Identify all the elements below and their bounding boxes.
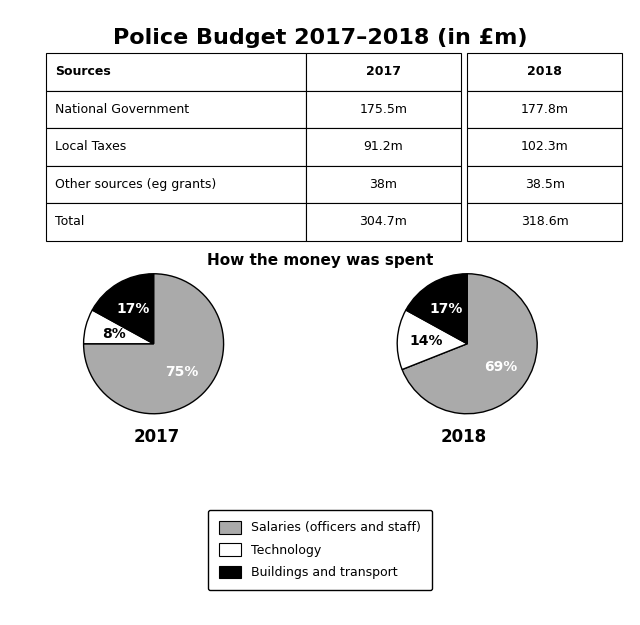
Legend: Salaries (officers and staff), Technology, Buildings and transport: Salaries (officers and staff), Technolog… <box>207 509 433 591</box>
FancyBboxPatch shape <box>467 203 622 241</box>
Text: 75%: 75% <box>166 366 199 379</box>
FancyBboxPatch shape <box>467 166 622 203</box>
FancyBboxPatch shape <box>46 91 306 128</box>
FancyBboxPatch shape <box>306 91 461 128</box>
Text: Other sources (eg grants): Other sources (eg grants) <box>55 178 216 191</box>
FancyBboxPatch shape <box>467 128 622 166</box>
FancyBboxPatch shape <box>467 53 622 91</box>
Wedge shape <box>406 274 467 344</box>
Text: 2017: 2017 <box>134 428 180 446</box>
Wedge shape <box>402 274 537 414</box>
Text: Police Budget 2017–2018 (in £m): Police Budget 2017–2018 (in £m) <box>113 28 527 48</box>
Text: 177.8m: 177.8m <box>521 103 569 116</box>
Text: 17%: 17% <box>116 302 150 316</box>
Text: 304.7m: 304.7m <box>360 216 407 228</box>
FancyBboxPatch shape <box>46 203 306 241</box>
Wedge shape <box>92 274 154 344</box>
Wedge shape <box>397 310 467 369</box>
Text: 69%: 69% <box>484 359 517 374</box>
Text: 38m: 38m <box>369 178 397 191</box>
Text: 17%: 17% <box>430 302 463 316</box>
Text: 102.3m: 102.3m <box>521 141 568 153</box>
FancyBboxPatch shape <box>306 128 461 166</box>
Text: 318.6m: 318.6m <box>521 216 568 228</box>
FancyBboxPatch shape <box>306 203 461 241</box>
Text: Sources: Sources <box>55 66 111 78</box>
FancyBboxPatch shape <box>306 53 461 91</box>
Text: 38.5m: 38.5m <box>525 178 564 191</box>
FancyBboxPatch shape <box>46 166 306 203</box>
Text: 2018: 2018 <box>441 428 487 446</box>
Wedge shape <box>84 310 154 344</box>
Text: 8%: 8% <box>102 327 126 341</box>
Text: 2018: 2018 <box>527 66 562 78</box>
Text: 2017: 2017 <box>366 66 401 78</box>
Text: 175.5m: 175.5m <box>360 103 408 116</box>
Wedge shape <box>84 274 223 414</box>
FancyBboxPatch shape <box>467 91 622 128</box>
FancyBboxPatch shape <box>46 128 306 166</box>
Text: Local Taxes: Local Taxes <box>55 141 126 153</box>
FancyBboxPatch shape <box>46 53 306 91</box>
FancyBboxPatch shape <box>306 166 461 203</box>
Text: 14%: 14% <box>410 334 444 348</box>
Text: 91.2m: 91.2m <box>364 141 403 153</box>
Text: How the money was spent: How the money was spent <box>207 253 433 268</box>
Text: National Government: National Government <box>55 103 189 116</box>
Text: Total: Total <box>55 216 84 228</box>
